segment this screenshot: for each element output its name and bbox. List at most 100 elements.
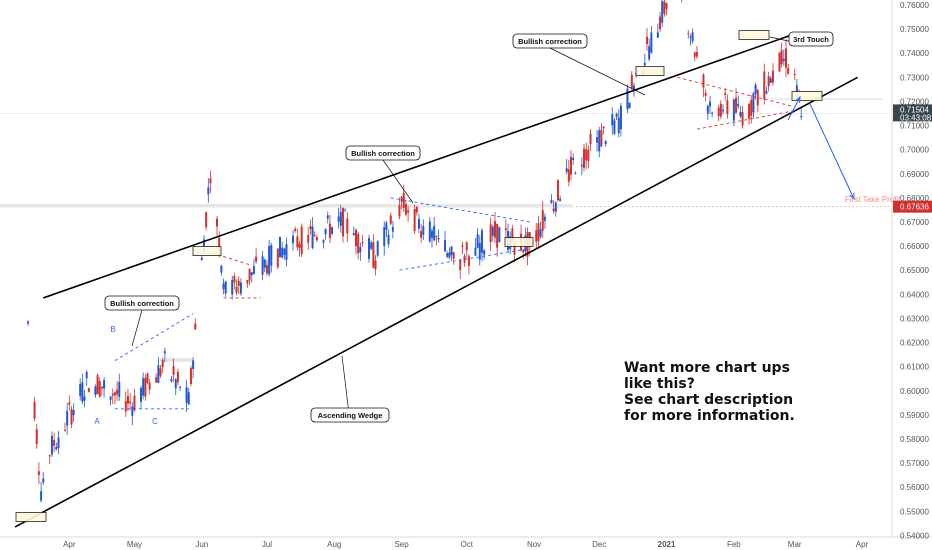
candle-body — [87, 388, 90, 393]
candle-body — [795, 85, 798, 92]
price-tick-label: 0.67000 — [900, 218, 929, 227]
candle-body — [126, 395, 129, 404]
candle-body — [339, 212, 342, 226]
candle-body — [118, 382, 121, 397]
bullish-correction-callout-label: Bullish correction — [518, 37, 582, 46]
price-tick-label: 0.69000 — [900, 170, 929, 179]
candle-body — [661, 1, 664, 23]
candle-body — [63, 429, 66, 431]
candle-body — [200, 257, 203, 260]
candle-body — [689, 36, 692, 38]
candle-body — [739, 111, 742, 117]
candle-body — [604, 141, 607, 145]
price-tick-label: 0.71000 — [900, 122, 929, 131]
candle-body — [326, 215, 329, 219]
candle-body — [103, 380, 106, 389]
price-axis: 0.76000 0.75000 0.74000 0.73000 0.72000 0.710… — [893, 1, 932, 540]
candle-body — [55, 446, 58, 450]
bullish-correction-callout — [104, 295, 180, 311]
current-price-label: 0.71504 — [900, 105, 929, 114]
candle-body — [752, 93, 755, 113]
price-tick-label: 0.76000 — [900, 1, 929, 10]
candle-body — [565, 168, 568, 172]
candle-body — [311, 226, 314, 249]
candle-body — [552, 208, 555, 212]
candle-body — [220, 265, 223, 273]
candle-body — [94, 386, 97, 395]
projection-arrow-down-head — [849, 192, 855, 201]
price-tick-label: 0.61000 — [900, 363, 929, 372]
time-tick-label: Jul — [262, 540, 272, 549]
price-tick-label: 0.58000 — [900, 435, 929, 444]
candle-body — [537, 223, 540, 242]
candle-body — [298, 243, 301, 248]
annotations: Bullish correction Bullish correction Bull… — [15, 30, 901, 522]
price-tick-label: 0.65000 — [900, 266, 929, 275]
candle-body — [587, 149, 590, 161]
candle-body — [79, 384, 82, 397]
candle-body — [704, 92, 707, 96]
candle-body — [691, 32, 694, 42]
candle-body — [613, 120, 616, 134]
time-tick-label: Oct — [461, 540, 474, 549]
candle-body — [40, 491, 43, 501]
candle-body — [159, 368, 162, 376]
first-take-profit-label: First Take Profit — [845, 195, 901, 204]
candle-body — [444, 240, 447, 252]
candle-body — [702, 74, 705, 88]
candle-body — [72, 409, 75, 416]
candle-body — [404, 204, 407, 215]
wedge-touch-box — [635, 66, 665, 76]
candle-body — [431, 230, 433, 238]
candle-body — [780, 50, 783, 65]
candle-body — [724, 93, 727, 95]
candle-body — [216, 218, 218, 227]
candle-body — [465, 242, 468, 251]
wedge-upper-line — [42, 33, 795, 299]
candle-body — [765, 91, 768, 94]
candle-body — [756, 89, 759, 106]
candle-body — [185, 387, 188, 403]
projection-arrow-up-head — [795, 95, 801, 104]
candle-body — [665, 3, 668, 9]
time-tick-label: Aug — [327, 540, 341, 549]
candle-body — [116, 389, 119, 395]
candle-body — [383, 227, 386, 247]
candle-body — [415, 206, 418, 213]
candle-body — [341, 208, 344, 237]
support-zone — [160, 358, 192, 362]
support-zone — [0, 203, 572, 208]
candle-body — [600, 130, 603, 147]
candle-body — [448, 252, 451, 258]
time-tick-label: Sep — [394, 540, 409, 549]
candle-body — [66, 411, 69, 426]
candle-body — [161, 360, 164, 368]
candle-body — [328, 223, 331, 238]
candle-body — [628, 102, 631, 109]
candle-body — [131, 406, 134, 416]
target-price-label: 0.67636 — [900, 203, 929, 212]
candle-body — [800, 115, 803, 117]
candle-body — [763, 71, 766, 100]
candle-body — [70, 409, 73, 425]
price-tick-label: 0.64000 — [900, 290, 929, 299]
candle-body — [735, 97, 738, 113]
candle-body — [413, 209, 416, 232]
candle-body — [722, 109, 725, 112]
candle-body — [133, 395, 136, 411]
candle-body — [646, 36, 648, 44]
candle-body — [270, 245, 273, 266]
candle-body — [283, 248, 286, 255]
bullish-correction-callout-pointer — [382, 159, 414, 204]
candle-body — [422, 226, 425, 235]
candle-body — [155, 377, 158, 383]
candle-body — [535, 230, 538, 242]
price-tick-label: 0.59000 — [900, 411, 929, 420]
candle-body — [179, 386, 182, 388]
candle-body — [218, 237, 221, 251]
projection-arrow-up — [787, 96, 801, 121]
candle-body — [124, 400, 127, 412]
candle-body — [417, 218, 420, 229]
